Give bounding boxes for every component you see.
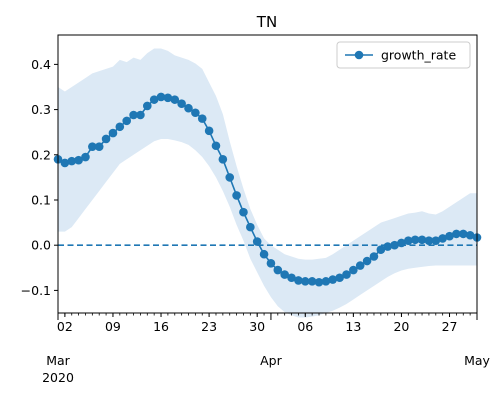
data-point	[81, 152, 90, 162]
data-point	[458, 229, 468, 239]
y-tick-label: 0.4	[31, 57, 51, 72]
x-tick-label: 23	[201, 319, 217, 334]
data-point	[142, 101, 152, 111]
x-tick-label: 20	[393, 319, 409, 334]
data-point	[156, 92, 166, 102]
data-point	[191, 108, 200, 118]
x-month-label: Apr	[260, 353, 282, 368]
data-point	[383, 242, 393, 251]
data-point	[252, 237, 262, 246]
data-point	[115, 122, 125, 132]
x-tick-label: 02	[57, 319, 73, 334]
data-point	[163, 93, 173, 103]
data-point	[101, 134, 111, 144]
data-point	[287, 273, 296, 283]
data-point	[136, 110, 145, 120]
data-point	[431, 236, 441, 245]
legend-marker-swatch	[354, 50, 364, 60]
data-point	[424, 236, 434, 245]
y-tick-label: 0.3	[31, 102, 51, 117]
x-month-label: May	[464, 353, 490, 368]
data-point	[225, 173, 235, 182]
data-point	[417, 235, 427, 245]
data-point	[369, 252, 379, 261]
axes-frame	[57, 34, 478, 314]
data-point	[246, 222, 255, 232]
data-point	[204, 126, 214, 136]
x-tick-label: 16	[153, 319, 169, 334]
data-point	[273, 265, 283, 275]
x-month-label: Mar	[46, 353, 70, 368]
data-point	[108, 128, 118, 138]
data-point	[342, 270, 351, 279]
data-point	[259, 249, 269, 259]
x-tick-label: 27	[442, 319, 458, 334]
data-point	[376, 245, 386, 255]
data-point	[294, 276, 303, 285]
data-point	[211, 141, 221, 151]
data-point	[149, 95, 159, 104]
data-point	[390, 240, 399, 250]
data-point	[88, 142, 97, 151]
x-tick-label: 13	[345, 319, 361, 334]
data-point	[307, 277, 317, 286]
data-point	[122, 116, 131, 126]
data-point	[280, 270, 289, 279]
x-tick-label: 30	[249, 319, 265, 334]
legend: growth_rate	[336, 41, 471, 69]
x-tick-label: 06	[297, 319, 313, 334]
data-point	[129, 110, 138, 120]
data-point	[239, 207, 248, 217]
data-point	[362, 256, 372, 266]
data-point	[94, 142, 104, 151]
data-point	[314, 277, 324, 287]
data-point	[197, 114, 207, 123]
data-point	[404, 236, 413, 245]
data-point	[74, 155, 83, 165]
data-point	[397, 238, 406, 248]
y-tick-label: 0.0	[31, 238, 51, 253]
axes: −0.1 0.0 0.1 0.2 0.3 0.4 02 09 16 23 30 06 13 20 27 Mar…	[21, 34, 491, 385]
data-point	[232, 191, 241, 200]
data-point	[60, 158, 70, 168]
data-point	[328, 275, 338, 284]
data-point	[335, 273, 344, 283]
y-tick-label: 0.2	[31, 147, 51, 162]
data-point	[177, 99, 186, 109]
data-point	[452, 229, 461, 239]
data-point	[410, 235, 420, 245]
data-point	[67, 156, 77, 166]
data-point	[184, 103, 193, 113]
data-point	[321, 277, 331, 286]
legend-label: growth_rate	[381, 48, 456, 63]
data-point	[266, 258, 276, 268]
data-point	[465, 230, 475, 240]
data-point	[445, 231, 454, 241]
data-point	[170, 95, 180, 104]
data-point	[355, 261, 365, 270]
x-tick-label: 09	[105, 319, 121, 334]
y-tick-label: −0.1	[21, 283, 51, 298]
plot-area	[53, 48, 482, 318]
x-year-label: 2020	[42, 370, 74, 385]
data-point	[218, 155, 228, 164]
y-tick-label: 0.1	[31, 192, 51, 207]
data-point	[300, 277, 310, 286]
data-point	[438, 234, 447, 243]
chart-title: TN	[256, 13, 277, 31]
confidence-band	[58, 48, 477, 318]
legend-box	[336, 41, 471, 69]
data-point	[349, 265, 358, 275]
